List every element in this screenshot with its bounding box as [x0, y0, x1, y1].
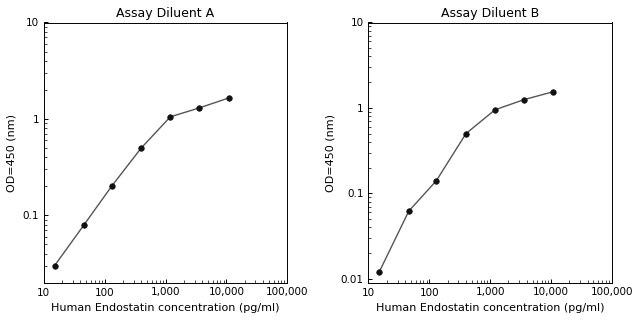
- Y-axis label: OD=450 (nm): OD=450 (nm): [325, 114, 335, 192]
- Title: Assay Diluent B: Assay Diluent B: [441, 7, 540, 20]
- X-axis label: Human Endostatin concentration (pg/ml): Human Endostatin concentration (pg/ml): [51, 303, 280, 313]
- Title: Assay Diluent A: Assay Diluent A: [116, 7, 214, 20]
- Y-axis label: OD=450 (nm): OD=450 (nm): [7, 114, 17, 192]
- X-axis label: Human Endostatin concentration (pg/ml): Human Endostatin concentration (pg/ml): [376, 303, 604, 313]
